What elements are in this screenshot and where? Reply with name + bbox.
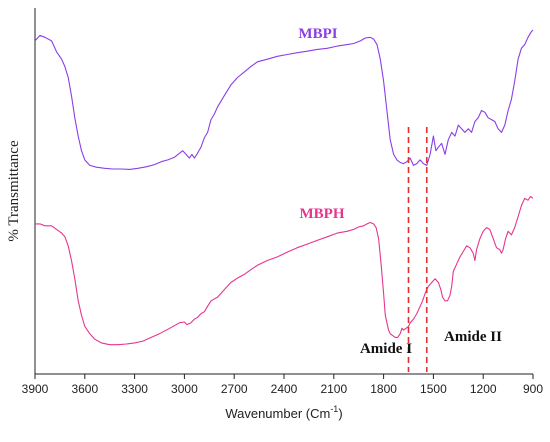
series-label-mbpi: MBPI [298,26,337,42]
x-axis-title-sup: -1 [330,404,338,414]
x-tick-label: 3900 [22,382,49,396]
x-tick-label: 3300 [121,382,148,396]
x-tick-label: 1800 [370,382,397,396]
series-line-mbph [35,195,534,346]
x-tick-label: 1500 [420,382,447,396]
chart-labels: MBPI MBPH Amide I Amide II [298,26,502,357]
x-tick-label: 3000 [171,382,198,396]
reference-lines [407,127,428,372]
y-axis-title: % Transmittance [6,140,22,242]
annotation-label: Amide II [444,329,502,345]
x-tick-label: 2100 [320,382,347,396]
x-tick-label: 2700 [221,382,248,396]
x-ticks: 3900 3600 3300 3000 2700 2400 2100 1800 1500 1200… [22,374,543,396]
series-group [34,29,534,346]
x-axis-title-main: Wavenumber (Cm [225,406,330,421]
x-tick-label: 2400 [271,382,298,396]
x-tick-label: 1200 [470,382,497,396]
x-tick-label: 3600 [71,382,98,396]
series-line-mbpi [34,29,534,170]
x-axis-title-close: ) [338,406,342,421]
x-axis-title: Wavenumber (Cm-1) [225,404,342,421]
x-tick-label: 900 [523,382,543,396]
series-label-mbph: MBPH [300,206,345,222]
annotation-label: Amide I [360,341,412,357]
